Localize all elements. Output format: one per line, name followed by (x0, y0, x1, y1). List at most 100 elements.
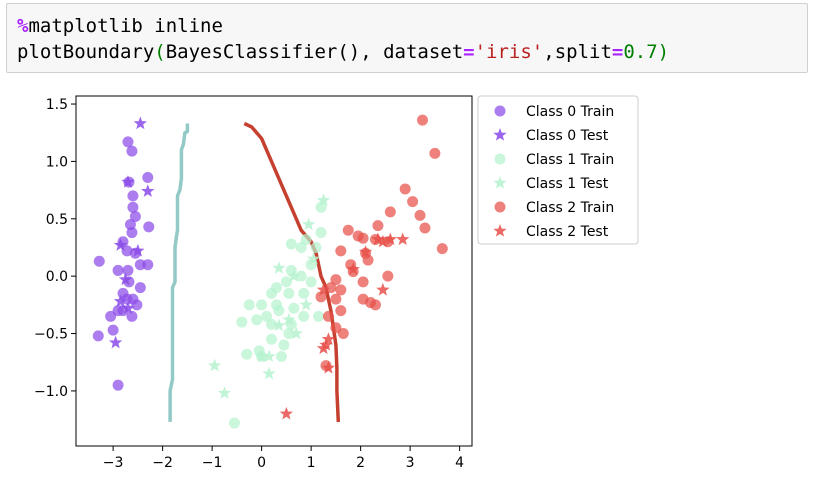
data-point-class-1-train (295, 270, 307, 282)
plot-frame (75, 95, 473, 447)
split-arg: ,split (543, 41, 612, 63)
data-point-class-0-train (143, 221, 155, 233)
data-point-class-2-test (396, 232, 410, 246)
legend-label-0: Class 0 Train (526, 104, 614, 120)
data-point-class-2-test (316, 341, 331, 355)
data-point-class-2-train (330, 322, 342, 334)
legend-box (477, 95, 639, 245)
data-point-class-2-test (321, 332, 336, 345)
y-tick-label: 0.0 (46, 269, 68, 285)
y-tick-label: 1.5 (46, 97, 68, 113)
data-point-class-1-train (236, 316, 248, 328)
data-point-class-2-train (357, 293, 369, 305)
decision-boundary-2 (243, 121, 341, 422)
classifier-arg: BayesClassifier(), dataset (165, 41, 464, 63)
data-point-class-0-test (141, 184, 155, 197)
x-tick-label: −3 (103, 455, 124, 471)
data-point-class-1-train (266, 318, 278, 330)
data-point-class-1-train (266, 333, 278, 345)
data-point-class-0-train (126, 227, 138, 239)
data-point-class-0-train (107, 324, 119, 336)
data-point-class-2-test (319, 338, 333, 351)
data-point-class-2-test (383, 232, 397, 246)
x-tick-label: 3 (406, 455, 415, 471)
y-tick-label: 0.5 (46, 212, 68, 228)
data-point-class-0-test (133, 116, 148, 130)
x-tick-label: 0 (257, 455, 266, 471)
data-point-class-0-train (122, 136, 134, 148)
data-point-class-0-test (118, 272, 133, 286)
legend-marker-4 (494, 201, 506, 213)
data-point-class-0-test (113, 294, 128, 308)
legend-label-3: Class 1 Test (526, 176, 609, 192)
data-point-class-0-train (134, 282, 146, 294)
data-point-class-1-train (298, 310, 310, 322)
data-point-class-0-train (92, 330, 104, 342)
data-point-class-0-train (131, 299, 143, 311)
legend-marker-5 (493, 224, 507, 237)
data-point-class-1-test (272, 318, 286, 332)
data-point-class-1-test (272, 261, 286, 274)
data-point-class-2-train (369, 299, 381, 311)
data-point-class-1-test (287, 269, 301, 282)
data-point-class-1-test (289, 326, 303, 340)
dataset-string: 'iris' (474, 41, 544, 63)
data-point-class-2-train (362, 254, 374, 266)
data-point-class-0-train (93, 255, 105, 267)
data-point-class-1-train (273, 305, 285, 317)
data-point-class-1-test (299, 297, 313, 311)
data-point-class-0-train (112, 305, 124, 317)
data-point-class-2-train (414, 209, 426, 221)
legend-label-2: Class 1 Train (526, 152, 614, 168)
data-point-class-0-train (122, 264, 134, 276)
data-point-class-2-train (330, 274, 342, 286)
data-point-class-2-train (357, 232, 369, 244)
data-point-class-2-test (279, 406, 294, 420)
data-point-class-2-test (376, 282, 390, 296)
data-point-class-2-train (325, 282, 337, 294)
data-point-class-1-test (207, 358, 222, 372)
data-point-class-1-train (280, 276, 292, 288)
data-point-class-0-train (112, 264, 124, 276)
data-point-class-2-test (346, 262, 360, 275)
data-point-class-1-train (261, 310, 273, 322)
data-point-class-1-train (243, 299, 255, 311)
data-point-class-1-train (310, 241, 322, 253)
data-point-class-2-train (322, 310, 334, 322)
data-point-class-0-train (142, 171, 154, 183)
data-point-class-0-train (126, 145, 138, 157)
data-point-class-0-train (105, 310, 117, 322)
data-point-class-1-test (217, 386, 232, 399)
data-point-class-1-train (300, 233, 312, 245)
decision-boundary-1 (168, 123, 190, 422)
data-point-class-1-train (256, 299, 268, 311)
data-point-class-1-train (295, 241, 307, 253)
data-point-class-1-test (301, 217, 316, 231)
y-tick-label: 1.0 (46, 154, 68, 170)
data-point-class-0-test (131, 243, 145, 257)
data-point-class-1-test (306, 251, 321, 265)
legend-label-1: Class 0 Test (526, 128, 609, 144)
data-point-class-2-test (316, 282, 331, 296)
data-point-class-1-test (262, 366, 276, 380)
data-point-class-1-train (315, 201, 327, 213)
data-point-class-2-train (407, 196, 419, 208)
equals-op-1: = (463, 41, 475, 63)
code-cell-input[interactable]: %matplotlib inline plotBoundary(BayesCla… (6, 3, 808, 73)
data-point-class-1-train (251, 314, 263, 326)
x-tick-label: 2 (356, 455, 365, 471)
data-point-class-0-train (127, 201, 139, 213)
data-point-class-0-train (127, 190, 139, 202)
legend-marker-3 (493, 176, 507, 189)
legend-marker-1 (493, 128, 507, 141)
y-tick-label: −0.5 (34, 327, 68, 343)
cell-output: −3 −2 −1 0 1 2 3 4 1.5 1.0 0.5 0.0 −0.5 −1.0 Class 0 … (0, 82, 814, 488)
data-point-class-1-train (241, 348, 253, 360)
function-name: plotBoundary (17, 41, 155, 63)
paren-open: ( (154, 41, 166, 63)
data-point-class-1-test (316, 193, 331, 207)
data-point-class-1-test (262, 349, 276, 363)
data-point-class-1-train (288, 302, 300, 314)
legend-marker-0 (494, 105, 506, 117)
data-point-class-2-train (419, 222, 431, 234)
